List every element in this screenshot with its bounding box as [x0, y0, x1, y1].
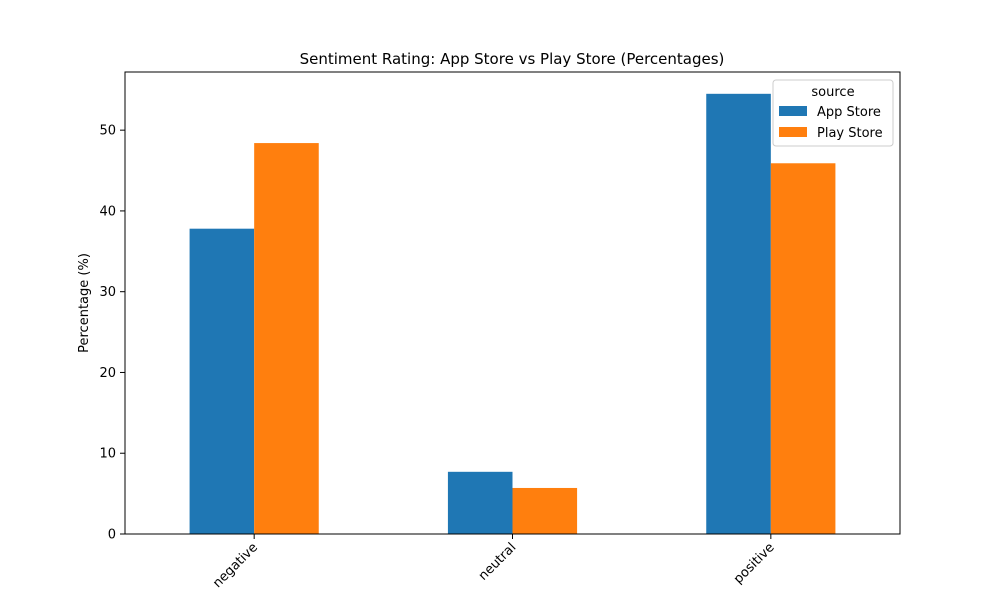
- legend-label: App Store: [817, 105, 881, 120]
- x-tick-label-neutral: neutral: [476, 540, 519, 583]
- y-axis-label: Percentage (%): [77, 253, 92, 353]
- bar-app-store-negative: [189, 228, 255, 534]
- x-axis: negative neutral positive: [210, 534, 778, 591]
- x-tick-label-positive: positive: [731, 540, 778, 587]
- y-tick-label: 0: [108, 528, 116, 543]
- bar-play-store-negative: [254, 143, 319, 535]
- legend-title: source: [811, 85, 854, 100]
- y-axis: 0 10 20 30 40 50: [99, 124, 125, 543]
- y-tick-label: 10: [99, 447, 116, 462]
- bars-group: [189, 93, 836, 535]
- legend: source App Store Play Store: [772, 79, 894, 147]
- y-tick-label: 30: [99, 285, 116, 300]
- x-tick-label-negative: negative: [210, 540, 261, 591]
- y-tick-label: 20: [99, 366, 116, 381]
- bar-app-store-positive: [706, 93, 771, 535]
- legend-label: Play Store: [817, 126, 883, 141]
- plot-frame: [124, 71, 901, 535]
- legend-items: App Store Play Store: [779, 105, 883, 141]
- legend-swatch-app-store: [779, 106, 807, 116]
- chart-title: Sentiment Rating: App Store vs Play Stor…: [300, 50, 725, 68]
- legend-swatch-play-store: [779, 127, 807, 137]
- bar-play-store-neutral: [512, 487, 578, 534]
- bar-app-store-neutral: [447, 471, 513, 534]
- y-tick-label: 50: [99, 124, 116, 139]
- y-tick-label: 40: [99, 204, 116, 219]
- bar-play-store-positive: [770, 163, 836, 534]
